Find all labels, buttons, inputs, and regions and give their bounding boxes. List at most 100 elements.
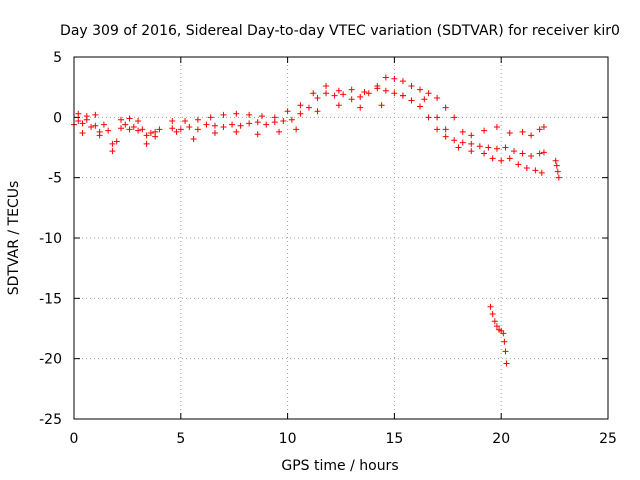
data-point xyxy=(109,148,116,155)
data-point xyxy=(109,140,116,147)
data-point xyxy=(554,168,561,175)
data-point xyxy=(233,110,240,117)
y-tick-label: -10 xyxy=(39,231,62,247)
data-point xyxy=(75,110,82,117)
x-tick-label: 20 xyxy=(492,431,510,447)
data-point xyxy=(83,113,90,120)
data-point xyxy=(258,113,265,120)
data-point xyxy=(314,95,321,102)
data-point xyxy=(147,130,154,137)
x-axis-label: GPS time / hours xyxy=(281,458,398,474)
data-point xyxy=(335,102,342,109)
data-point xyxy=(468,148,475,155)
data-point xyxy=(271,114,278,121)
data-point xyxy=(391,75,398,82)
data-point xyxy=(117,125,124,132)
data-point xyxy=(246,120,253,127)
data-point xyxy=(502,144,509,151)
data-point xyxy=(493,323,500,330)
data-point xyxy=(92,122,99,129)
data-point xyxy=(297,110,304,117)
y-tick-label: -25 xyxy=(39,412,62,428)
data-point xyxy=(498,157,505,164)
data-point xyxy=(506,155,513,162)
data-point xyxy=(126,126,133,133)
data-point xyxy=(455,144,462,151)
x-tick-label: 10 xyxy=(279,431,297,447)
data-point xyxy=(540,149,547,156)
data-point xyxy=(528,152,535,159)
data-point xyxy=(348,86,355,93)
data-point xyxy=(451,114,458,121)
data-point xyxy=(190,136,197,143)
data-point xyxy=(391,90,398,97)
data-point xyxy=(323,90,330,97)
series-main-track xyxy=(71,85,547,159)
data-point xyxy=(130,123,137,130)
data-point xyxy=(489,155,496,162)
data-point xyxy=(468,140,475,147)
data-point xyxy=(434,95,441,102)
data-point xyxy=(297,102,304,109)
data-point xyxy=(519,150,526,157)
data-point xyxy=(75,117,82,124)
data-point xyxy=(169,117,176,124)
data-points xyxy=(71,74,562,367)
data-point xyxy=(536,150,543,157)
data-point xyxy=(487,303,494,310)
data-point xyxy=(323,82,330,89)
data-point xyxy=(553,162,560,169)
data-point xyxy=(122,121,129,128)
data-point xyxy=(211,122,218,129)
y-axis-label: SDTVAR / TECUs xyxy=(6,181,22,296)
x-tick-label: 15 xyxy=(385,431,403,447)
data-point xyxy=(552,157,559,164)
data-point xyxy=(280,117,287,124)
data-point xyxy=(117,116,124,123)
data-point xyxy=(182,117,189,124)
data-point xyxy=(357,93,364,100)
data-point xyxy=(173,128,180,135)
data-point xyxy=(417,86,424,93)
data-point xyxy=(434,114,441,121)
data-point xyxy=(186,123,193,130)
data-point xyxy=(485,144,492,151)
data-point xyxy=(519,128,526,135)
data-point xyxy=(288,116,295,123)
data-point xyxy=(481,127,488,134)
data-point xyxy=(434,126,441,133)
data-point xyxy=(156,126,163,133)
data-point xyxy=(293,126,300,133)
data-point xyxy=(476,143,483,150)
data-point xyxy=(501,338,508,345)
data-point xyxy=(246,111,253,118)
data-point xyxy=(459,128,466,135)
data-point xyxy=(399,78,406,85)
data-point xyxy=(365,90,372,97)
data-point xyxy=(220,111,227,118)
data-point xyxy=(207,114,214,121)
data-point xyxy=(489,311,496,318)
axis-ticks: 0 5 10 15 20 25 5 0 -5 -10 -15 -20 -25 xyxy=(39,50,617,447)
data-point xyxy=(506,130,513,137)
data-point xyxy=(335,87,342,94)
data-point xyxy=(135,117,142,124)
data-point xyxy=(100,121,107,128)
grid-lines xyxy=(74,57,608,419)
data-point xyxy=(348,96,355,103)
data-point xyxy=(481,150,488,157)
data-point xyxy=(194,116,201,123)
data-point xyxy=(305,104,312,111)
data-point xyxy=(523,165,530,172)
data-point xyxy=(425,90,432,97)
data-point xyxy=(382,87,389,94)
data-point xyxy=(79,120,86,127)
data-point xyxy=(408,82,415,89)
data-point xyxy=(229,121,236,128)
data-point xyxy=(314,108,321,115)
data-point xyxy=(425,114,432,121)
data-point xyxy=(399,92,406,99)
data-point xyxy=(126,115,133,122)
y-tick-label: 5 xyxy=(53,50,62,66)
